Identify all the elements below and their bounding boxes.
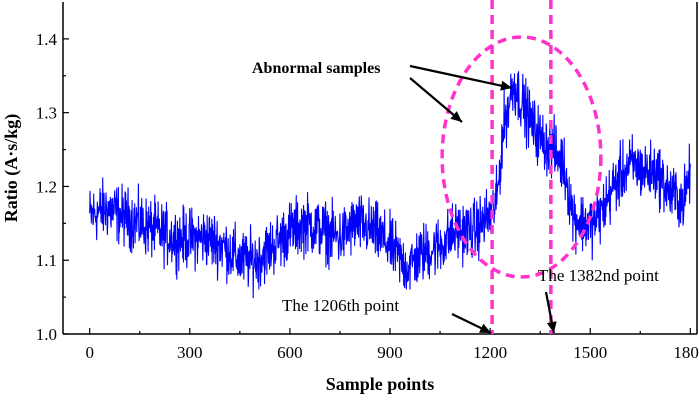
y-tick-label: 1.4: [36, 30, 58, 49]
x-tick-label: 1800: [673, 343, 699, 362]
x-tick-label: 1200: [473, 343, 507, 362]
abnormal-arrow-left-head: [450, 111, 462, 122]
y-tick-label: 1.1: [36, 251, 57, 270]
point-1382-arrow-head: [546, 321, 557, 333]
x-tick-label: 1500: [573, 343, 607, 362]
series-line: [89, 71, 691, 299]
point-1382-label: The 1382nd point: [538, 266, 659, 285]
plot-marks: [89, 71, 691, 299]
x-tick-label: 300: [177, 343, 203, 362]
y-tick-label: 1.3: [36, 104, 57, 123]
abnormal-samples-label: Abnormal samples: [252, 60, 380, 77]
x-tick-label: 600: [277, 343, 303, 362]
annotations: Abnormal samples The 1206th point The 1382…: [252, 0, 659, 334]
abnormal-arrow-right-head: [500, 80, 512, 91]
abnormal-region-ellipse: [442, 37, 601, 277]
x-axis-title: Sample points: [326, 374, 435, 394]
y-tick-label: 1.2: [36, 177, 57, 196]
x-tick-label: 0: [85, 343, 94, 362]
point-1206-arrow-head: [479, 323, 492, 333]
point-1206-label: The 1206th point: [282, 296, 399, 315]
y-tick-label: 1.0: [36, 325, 57, 344]
y-axis-title: Ratio (A·s/kg): [1, 114, 22, 223]
abnormal-arrow-right: [409, 64, 513, 90]
x-tick-label: 900: [377, 343, 403, 362]
axes: 0 300 600 900 1200 1500 1800 1.0 1.1 1.2 1.3 1.4 Sam…: [1, 2, 699, 394]
abnormal-arrow-left: [409, 77, 463, 123]
